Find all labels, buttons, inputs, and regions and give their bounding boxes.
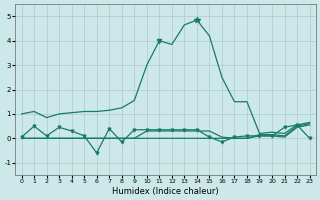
X-axis label: Humidex (Indice chaleur): Humidex (Indice chaleur) — [112, 187, 219, 196]
